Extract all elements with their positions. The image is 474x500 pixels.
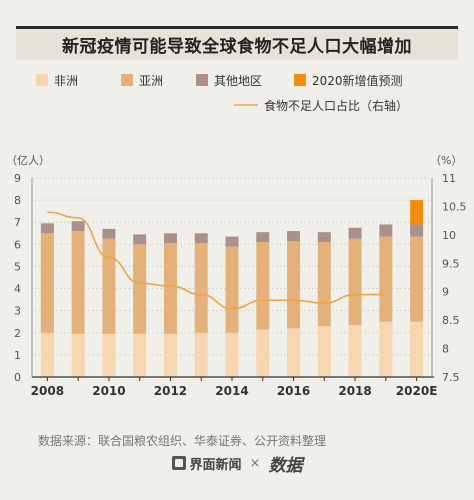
footer-separator: × xyxy=(249,455,261,471)
bar-非洲-2008 xyxy=(40,332,54,377)
left-axis-unit: （亿人） xyxy=(6,154,50,167)
bar-亚洲-2008 xyxy=(40,233,54,333)
bar-其他地区-2017 xyxy=(317,232,331,243)
bar-亚洲-2010 xyxy=(102,238,116,334)
bar-非洲-2009 xyxy=(71,333,85,377)
right-tick-label-10.5: 10.5 xyxy=(442,200,467,213)
right-tick-label-7.5: 7.5 xyxy=(442,371,460,384)
bar-其他地区-2016 xyxy=(287,231,301,242)
bar-亚洲-2012 xyxy=(163,243,177,334)
x-tick-label-2014: 2014 xyxy=(215,384,248,398)
left-tick-label-8: 8 xyxy=(14,194,21,207)
line-series xyxy=(47,211,386,310)
right-axis-unit-label: （%） xyxy=(430,154,462,167)
bar-非洲-2010 xyxy=(102,333,116,377)
bar-亚洲-2013 xyxy=(194,243,208,333)
data-source: 数据来源：联合国粮农组织、华泰证券、公开资料整理 xyxy=(38,434,327,448)
legend-swatch-3 xyxy=(196,74,208,86)
legend-label-4: 2020新增值预测 xyxy=(312,73,403,88)
bar-其他地区-2014 xyxy=(225,236,239,247)
bar-2020新增值预测-2020E xyxy=(410,200,424,225)
bar-其他地区-2018 xyxy=(348,227,362,239)
jiemian-logo-icon xyxy=(171,456,186,470)
legend-swatch-4 xyxy=(294,74,306,86)
x-tick-label-2012: 2012 xyxy=(154,384,187,398)
bar-其他地区-2011 xyxy=(133,234,147,245)
chart-title-bar: 新冠疫情可能导致全球食物不足人口大幅增加 xyxy=(16,26,458,60)
bar-其他地区-2013 xyxy=(194,233,208,244)
bar-非洲-2018 xyxy=(348,325,362,377)
left-tick-label-6: 6 xyxy=(14,238,21,251)
axes: 0 1 2 3 4 5 6 7 8 9 7.5 8 8.5 9 9.5 10 10.5 11 2008 2010 201… xyxy=(14,172,467,398)
right-tick-label-9: 9 xyxy=(442,286,449,299)
footer: 界面新闻 × 数据 xyxy=(0,452,474,476)
legend-label-2: 亚洲 xyxy=(139,74,163,88)
bar-非洲-2012 xyxy=(163,333,177,377)
x-tick-label-2018: 2018 xyxy=(338,384,371,398)
left-tick-label-0: 0 xyxy=(14,371,21,384)
bar-亚洲-2017 xyxy=(317,242,331,327)
right-tick-label-9.5: 9.5 xyxy=(442,257,460,270)
bar-其他地区-2010 xyxy=(102,228,116,239)
bar-非洲-2016 xyxy=(287,328,301,377)
bar-series xyxy=(40,200,424,377)
legend-label-1: 非洲 xyxy=(54,74,78,88)
legend-swatch-1 xyxy=(36,74,48,86)
legend-label-line: 食物不足人口占比（右轴） xyxy=(264,98,408,113)
bar-亚洲-2015 xyxy=(256,242,270,330)
bar-非洲-2011 xyxy=(133,333,147,377)
bar-非洲-2013 xyxy=(194,332,208,377)
bar-亚洲-2009 xyxy=(71,231,85,334)
bar-其他地区-2008 xyxy=(40,223,54,234)
left-tick-label-4: 4 xyxy=(14,283,21,296)
right-tick-label-8.5: 8.5 xyxy=(442,314,460,327)
bar-亚洲-2016 xyxy=(287,241,301,329)
left-tick-label-1: 1 xyxy=(14,349,21,362)
right-tick-label-8: 8 xyxy=(442,343,449,356)
jiemian-logo-text: 界面新闻 xyxy=(189,457,242,473)
right-axis-unit: （%） xyxy=(430,154,462,167)
bar-非洲-2014 xyxy=(225,332,239,377)
bar-非洲-2019 xyxy=(379,321,393,377)
legend-label-3: 其他地区 xyxy=(214,74,262,88)
bar-其他地区-2009 xyxy=(71,221,85,232)
bar-其他地区-2020E xyxy=(410,224,424,237)
x-tick-label-2008: 2008 xyxy=(31,384,64,398)
chart-title: 新冠疫情可能导致全球食物不足人口大幅增加 xyxy=(62,37,412,57)
left-axis-unit-label: （亿人） xyxy=(6,154,50,167)
left-tick-label-7: 7 xyxy=(14,216,21,229)
left-tick-label-3: 3 xyxy=(14,305,21,318)
shuju-logo: 数据 xyxy=(268,455,303,476)
line-food-insecure-share xyxy=(47,211,386,310)
left-tick-label-2: 2 xyxy=(14,327,21,340)
right-tick-label-10: 10 xyxy=(442,229,456,242)
bar-非洲-2017 xyxy=(317,326,331,377)
bar-非洲-2020E xyxy=(410,321,424,377)
bar-亚洲-2018 xyxy=(348,238,362,326)
bar-亚洲-2014 xyxy=(225,246,239,333)
bar-亚洲-2011 xyxy=(133,244,147,334)
bar-非洲-2015 xyxy=(256,329,270,377)
bar-其他地区-2015 xyxy=(256,232,270,243)
legend-swatch-2 xyxy=(121,74,133,86)
jiemian-logo: 界面新闻 xyxy=(171,454,242,473)
bar-其他地区-2012 xyxy=(163,233,177,244)
left-tick-label-9: 9 xyxy=(14,172,21,185)
x-tick-label-2016: 2016 xyxy=(277,384,310,398)
bar-其他地区-2019 xyxy=(379,224,393,237)
bar-亚洲-2019 xyxy=(379,236,393,322)
right-tick-label-11: 11 xyxy=(442,172,456,185)
x-tick-label-2020E: 2020E xyxy=(396,384,438,398)
left-tick-label-5: 5 xyxy=(14,260,21,273)
x-tick-label-2010: 2010 xyxy=(92,384,125,398)
bar-亚洲-2020E xyxy=(410,236,424,322)
